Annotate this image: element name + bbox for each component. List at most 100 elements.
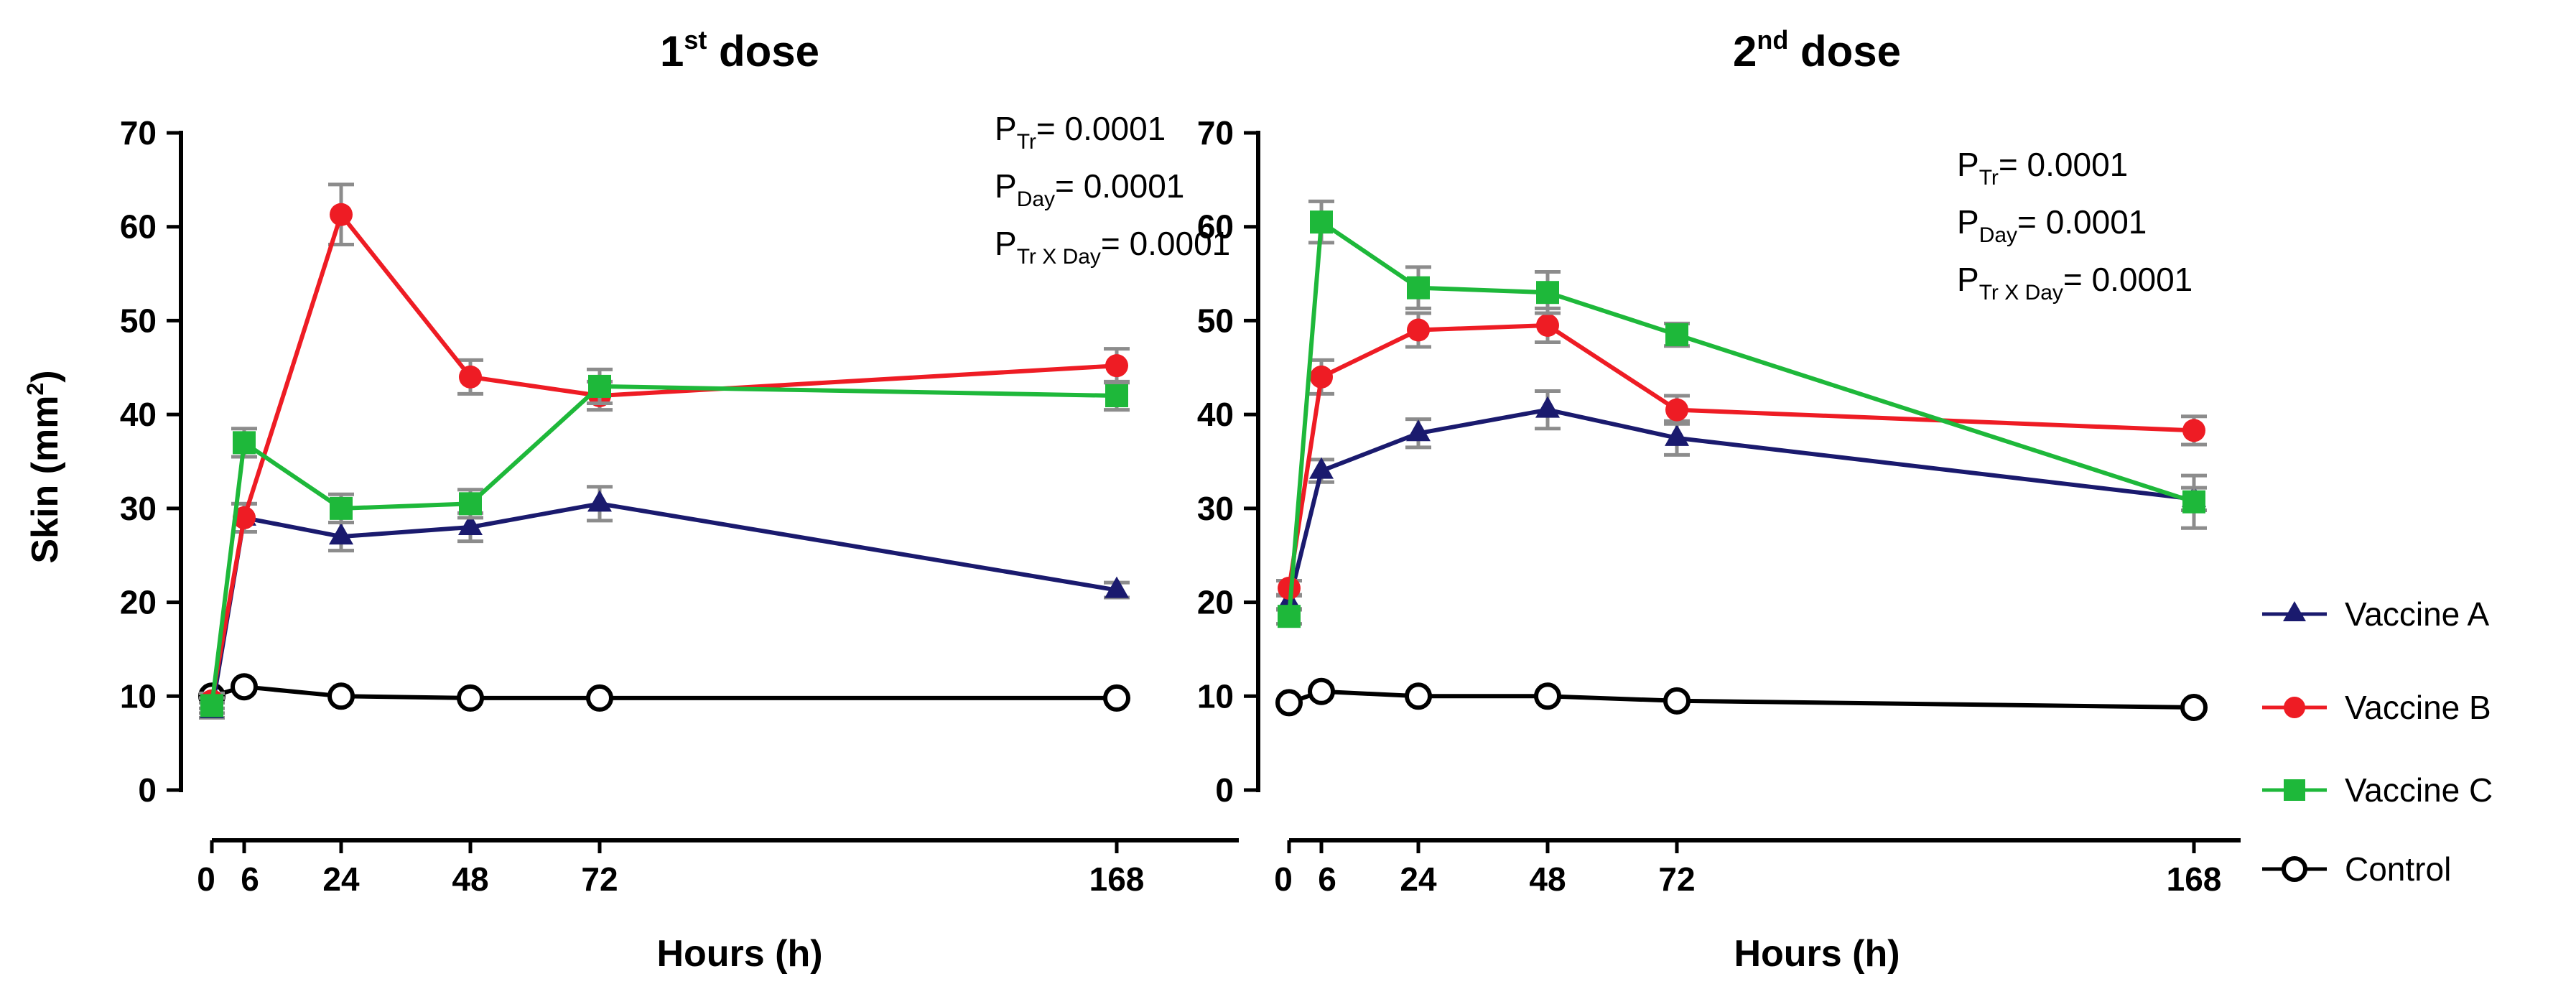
- panel1-control-point: [457, 684, 484, 712]
- panel2-x-tick-label: 0: [1274, 860, 1293, 898]
- panel2-y-tick-label: 40: [1197, 396, 1234, 433]
- panel1-control-point: [327, 682, 355, 710]
- panel2-control-point: [1405, 682, 1432, 710]
- panel2-vaccine-b-point: [1665, 398, 1688, 422]
- panel1-series-control: [198, 673, 1130, 712]
- panel2-y-tick-label: 50: [1197, 302, 1234, 339]
- legend-item-vaccine-a: Vaccine A: [2262, 595, 2489, 633]
- panel2-x-tick-label: 168: [2167, 860, 2222, 898]
- panel1-vaccine-c-line: [210, 384, 1117, 706]
- panel2-vaccine-b-point: [1278, 576, 1301, 600]
- panel1-x-tick-label: 0: [197, 860, 215, 898]
- panel2-control-point: [1308, 677, 1335, 705]
- panel1-vaccine-c-point: [459, 492, 482, 516]
- panel2-x-tick-label: 72: [1658, 860, 1695, 898]
- legend-item-vaccine-b: Vaccine B: [2262, 689, 2491, 726]
- panel1-control-point: [586, 684, 613, 712]
- panel2-vaccine-b-point: [1310, 365, 1333, 389]
- panel2-annotation-day: PDay= 0.0001: [1957, 203, 2147, 247]
- legend-item-vaccine-c: Vaccine C: [2262, 771, 2493, 809]
- panel1-x-tick-label: 168: [1089, 860, 1145, 898]
- panel2-vaccine-c-line: [1287, 220, 2195, 617]
- panel1-x-tick-label: 72: [581, 860, 618, 898]
- panel1-vaccine-a-point: [1105, 576, 1129, 598]
- panel1-vaccine-c-point: [200, 694, 223, 718]
- panel1-y-tick-label: 50: [120, 302, 157, 339]
- panel2-vaccine-b-line: [1287, 323, 2195, 589]
- panel1-annotation-day: PDay= 0.0001: [995, 167, 1184, 211]
- panel2-annotation-trxday: PTr X Day= 0.0001: [1957, 261, 2193, 305]
- triangle-marker-icon: [2283, 601, 2306, 621]
- panel2-vaccine-a-point: [1309, 457, 1334, 479]
- panel2-y-tick-label: 10: [1197, 677, 1234, 715]
- panel2-annotation-tr: PTr= 0.0001: [1957, 146, 2128, 190]
- panel1-vaccine-c-point: [1105, 384, 1128, 407]
- panel1-vaccine-b-line: [210, 212, 1117, 702]
- panel2-y-tick-label: 60: [1197, 208, 1234, 246]
- panel2-x-tick-label: 24: [1400, 860, 1437, 898]
- panel2-series-vaccine-c: [1276, 199, 2207, 628]
- panel1-x-tick-label: 24: [322, 860, 360, 898]
- panel2-vaccine-c-point: [1278, 605, 1301, 628]
- panel2-series-control: [1275, 677, 2208, 721]
- panel1-vaccine-c-point: [233, 431, 256, 455]
- panel2-vaccine-c-point: [1310, 210, 1333, 234]
- panel1-vaccine-a-point: [587, 490, 612, 512]
- panel1-y-tick-label: 40: [120, 396, 157, 433]
- panel1-y-tick-label: 20: [120, 584, 157, 621]
- panel2-x-tick-label: 48: [1529, 860, 1566, 898]
- panel2-y-tick-label: 20: [1197, 584, 1234, 621]
- panel2-annotations: PTr= 0.0001 PDay= 0.0001 PTr X Day= 0.00…: [1957, 146, 2193, 305]
- panel2-title: 2nd dose: [1733, 25, 1901, 75]
- panel2-control-point: [1663, 687, 1691, 715]
- legend-item-control: Control: [2262, 850, 2451, 888]
- panel2-vaccine-b-point: [1536, 313, 1559, 337]
- panel1-vaccine-a-point: [329, 523, 353, 545]
- open-circle-marker-icon: [2282, 856, 2307, 882]
- legend: Vaccine A Vaccine B Vaccine C Control: [2262, 595, 2493, 888]
- legend-label-vaccine-c: Vaccine C: [2345, 771, 2493, 809]
- panel2-series-vaccine-b: [1276, 306, 2207, 600]
- panel1-y-tick-label: 60: [120, 208, 157, 246]
- panel1-y-tick-label: 10: [120, 677, 157, 715]
- panel1-y-tick-label: 30: [120, 490, 157, 527]
- panel2-x-tick-label: 6: [1318, 860, 1336, 898]
- panel1-vaccine-b-point: [1105, 354, 1128, 378]
- panel2-vaccine-c-point: [1665, 323, 1688, 347]
- panel2-vaccine-b-point: [2182, 419, 2205, 442]
- panel2-vaccine-a-point: [1535, 396, 1560, 418]
- panel1-annotation-tr: PTr= 0.0001: [995, 110, 1166, 154]
- panel2-y-tick-label: 30: [1197, 490, 1234, 527]
- legend-label-control: Control: [2345, 850, 2451, 888]
- panel2-control-point: [2180, 693, 2208, 721]
- panel1-control-point: [231, 673, 258, 701]
- panel2-y-tick-label: 0: [1215, 771, 1234, 809]
- panel1-y-tick-label: 70: [120, 114, 157, 152]
- panel2-vaccine-a-point: [1665, 424, 1689, 446]
- panel2-vaccine-b-point: [1407, 318, 1430, 342]
- panel1-vaccine-b-point: [330, 203, 353, 226]
- legend-label-vaccine-a: Vaccine A: [2345, 595, 2489, 633]
- panel2-vaccine-c-point: [1407, 276, 1430, 300]
- panel2-vaccine-c-point: [2182, 490, 2205, 514]
- panel1-y-tick-label: 0: [138, 771, 157, 809]
- panel1-vaccine-b-point: [459, 365, 482, 389]
- panel1-annotation-trxday: PTr X Day= 0.0001: [995, 225, 1230, 269]
- panel1-series-vaccine-b: [199, 182, 1130, 712]
- panel1-vaccine-a-point: [458, 514, 483, 535]
- panel1-x-tick-label: 6: [241, 860, 259, 898]
- panel2-vaccine-c-point: [1536, 281, 1559, 305]
- panel2-control-point: [1275, 689, 1303, 717]
- panel1-series-vaccine-c: [199, 367, 1130, 718]
- panel1-vaccine-c-point: [588, 374, 611, 398]
- panel2-y-tick-label: 70: [1197, 114, 1234, 152]
- panel1-x-tick-label: 48: [452, 860, 488, 898]
- panel1-vaccine-b-point: [233, 506, 256, 529]
- panel1-x-axis-label: Hours (h): [656, 933, 822, 975]
- panel1-title: 1st dose: [660, 25, 819, 75]
- panel1-annotations: PTr= 0.0001 PDay= 0.0001 PTr X Day= 0.00…: [995, 110, 1230, 269]
- panel2-vaccine-a-point: [1406, 419, 1431, 442]
